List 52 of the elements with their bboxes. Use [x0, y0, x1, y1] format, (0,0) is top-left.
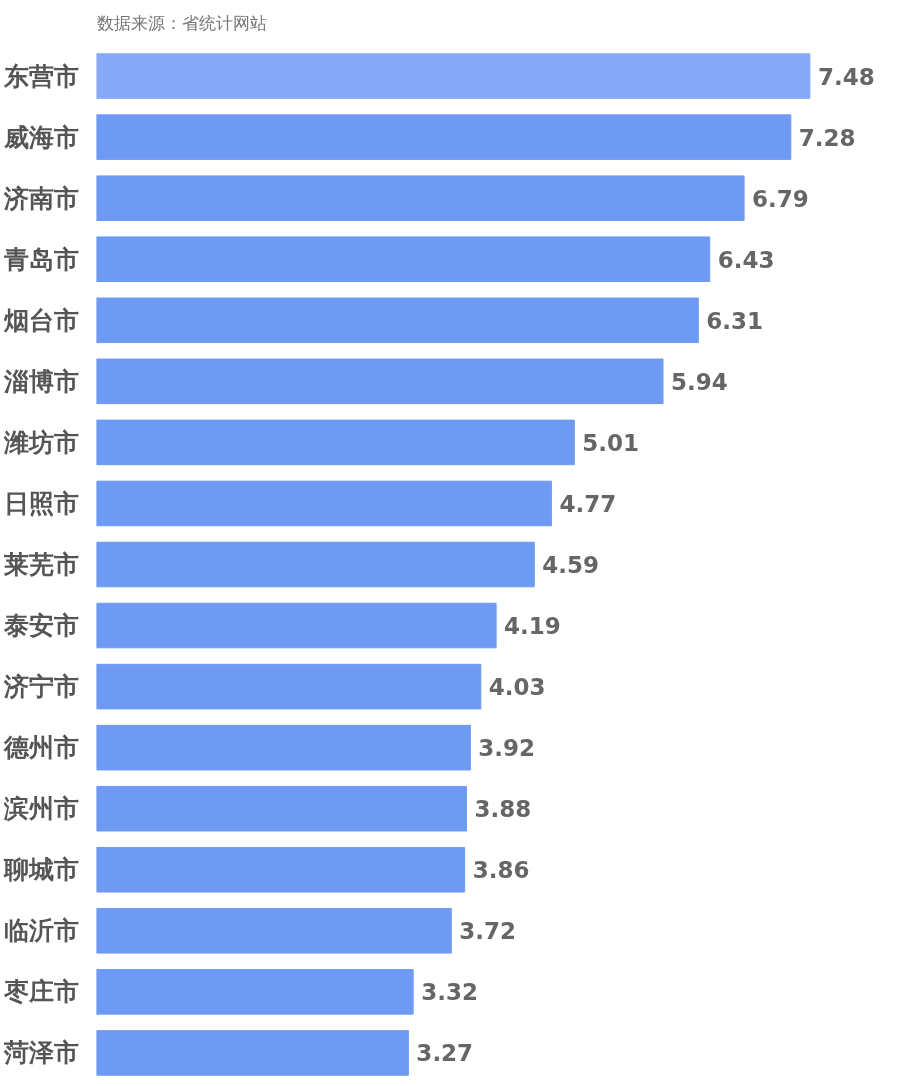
source-note: 数据来源：省统计网站 [96, 12, 267, 33]
bar [96, 663, 482, 710]
y-tick-label: 临沂市 [3, 916, 79, 946]
y-tick-label: 枣庄市 [2, 977, 79, 1007]
data-label: 6.79 [752, 185, 809, 212]
y-tick-label: 青岛市 [2, 244, 79, 274]
bar [96, 541, 535, 588]
bar [96, 969, 414, 1015]
y-tick-label: 济宁市 [2, 672, 79, 702]
y-tick-label: 聊城市 [2, 855, 79, 885]
data-label: 7.48 [817, 63, 875, 90]
y-tick-label: 烟台市 [2, 305, 79, 335]
data-label: 4.77 [559, 490, 617, 517]
data-label: 5.01 [582, 429, 640, 456]
bar [96, 114, 792, 160]
y-tick-label: 日照市 [3, 488, 79, 518]
y-tick-label: 莱芜市 [2, 550, 79, 579]
data-label: 3.86 [472, 857, 530, 884]
y-tick-label: 滨州市 [2, 794, 79, 824]
bar [96, 53, 811, 99]
y-tick-label: 东营市 [2, 61, 79, 91]
data-label: 6.43 [717, 246, 775, 273]
bar [96, 236, 711, 283]
data-label: 3.72 [459, 918, 517, 945]
bar [96, 908, 452, 954]
bar [96, 602, 497, 649]
data-label: 3.92 [478, 735, 536, 762]
data-label: 4.19 [504, 613, 561, 640]
bar [96, 846, 466, 893]
bar [96, 480, 552, 527]
y-tick-label: 泰安市 [2, 611, 79, 641]
data-label: 6.31 [706, 307, 764, 334]
data-label: 3.27 [416, 1040, 474, 1067]
data-label: 3.32 [421, 979, 478, 1006]
bar [96, 358, 664, 405]
data-label: 4.59 [542, 552, 600, 578]
bar [96, 297, 699, 344]
bar [96, 1030, 409, 1076]
bar [96, 724, 471, 771]
y-tick-label: 菏泽市 [2, 1038, 79, 1068]
y-tick-label: 淄博市 [2, 366, 79, 396]
data-label: 7.28 [798, 124, 856, 151]
y-tick-label: 德州市 [2, 733, 79, 763]
y-tick-label: 济南市 [2, 183, 79, 213]
data-label: 4.03 [488, 674, 546, 701]
y-tick-label: 威海市 [2, 122, 79, 152]
data-label: 5.94 [671, 368, 728, 395]
y-tick-label: 潍坊市 [2, 427, 79, 457]
bar [96, 785, 468, 832]
data-label: 3.88 [474, 796, 532, 823]
bar [96, 419, 575, 466]
bar [96, 175, 745, 221]
